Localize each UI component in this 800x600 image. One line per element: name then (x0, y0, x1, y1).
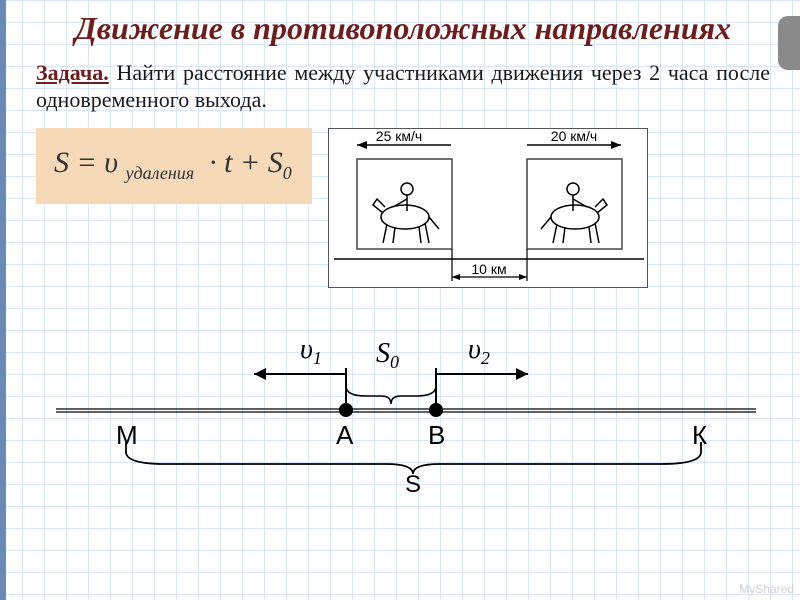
gap-label: 10 км (471, 261, 506, 277)
point-m: М (116, 420, 138, 451)
right-speed-label: 20 км/ч (551, 129, 597, 144)
formula-eq: = (77, 146, 97, 179)
formula-s0: S (268, 146, 283, 179)
svg-text:υ1: υ1 (300, 334, 322, 368)
diagram-svg: υ1 υ2 S0 S (36, 324, 776, 494)
s-label: S (405, 471, 421, 494)
problem-text: Найти расстояние между участниками движе… (36, 60, 770, 113)
svg-text:S0: S0 (376, 338, 399, 372)
left-speed-label: 25 км/ч (376, 129, 422, 144)
formula-v: υ (104, 146, 118, 179)
formula-dot: · (209, 146, 217, 179)
formula-plus: + (240, 146, 260, 179)
formula-lhs: S (54, 146, 69, 179)
formula-box: S = υ удаления · t + S0 (36, 128, 312, 204)
riders-svg: 25 км/ч 20 км/ч (329, 129, 649, 289)
point-a: А (336, 420, 353, 451)
formula-t: t (224, 146, 232, 179)
problem-statement: Задача. Найти расстояние между участника… (36, 59, 770, 114)
svg-text:υ2: υ2 (468, 334, 490, 368)
left-accent-bar (0, 0, 6, 600)
point-k: К (692, 420, 707, 451)
side-tab (778, 16, 800, 70)
formula-and-illustration-row: S = υ удаления · t + S0 25 км/ч 20 км/ч (36, 128, 770, 288)
slide-content: Движение в противоположных направлениях … (0, 0, 800, 494)
formula-s0-sub: 0 (283, 163, 292, 183)
riders-illustration: 25 км/ч 20 км/ч (328, 128, 648, 288)
page-title: Движение в противоположных направлениях (36, 10, 770, 47)
point-b: В (428, 420, 445, 451)
number-line-diagram: υ1 υ2 S0 S М А В К (36, 324, 770, 494)
formula-v-sub: удаления (126, 163, 195, 183)
problem-lead: Задача. (36, 60, 109, 85)
watermark: MyShared (739, 582, 794, 596)
